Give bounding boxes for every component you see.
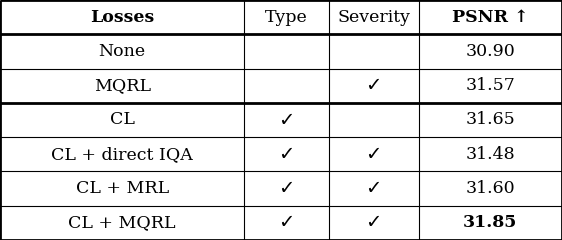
Text: 30.90: 30.90 xyxy=(465,43,515,60)
Text: ✓: ✓ xyxy=(365,213,382,232)
Text: PSNR ↑: PSNR ↑ xyxy=(452,9,529,26)
Text: ✓: ✓ xyxy=(278,145,295,164)
Text: MQRL: MQRL xyxy=(94,77,151,94)
Text: 31.65: 31.65 xyxy=(465,112,515,128)
Text: Type: Type xyxy=(265,9,308,26)
Text: ✓: ✓ xyxy=(365,179,382,198)
Text: CL + direct IQA: CL + direct IQA xyxy=(51,146,193,163)
Text: 31.60: 31.60 xyxy=(465,180,515,197)
Text: CL + MRL: CL + MRL xyxy=(76,180,169,197)
Text: Severity: Severity xyxy=(337,9,410,26)
Text: Losses: Losses xyxy=(90,9,155,26)
Text: CL + MQRL: CL + MQRL xyxy=(69,214,176,231)
Text: ✓: ✓ xyxy=(365,145,382,164)
Text: ✓: ✓ xyxy=(278,179,295,198)
Text: 31.57: 31.57 xyxy=(465,77,515,94)
Text: CL: CL xyxy=(110,112,135,128)
Text: 31.48: 31.48 xyxy=(465,146,515,163)
Text: ✓: ✓ xyxy=(278,110,295,130)
Text: ✓: ✓ xyxy=(278,213,295,232)
Text: None: None xyxy=(99,43,146,60)
Text: 31.85: 31.85 xyxy=(463,214,518,231)
Text: ✓: ✓ xyxy=(365,76,382,95)
